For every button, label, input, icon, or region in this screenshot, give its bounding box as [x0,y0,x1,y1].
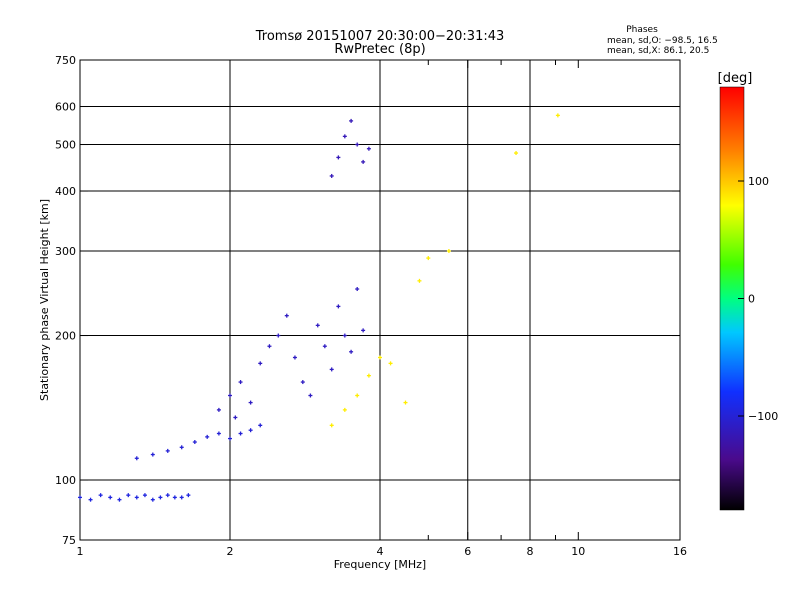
y-tick-label: 300 [55,245,76,258]
chart-subtitle: RwPretec (8p) [334,42,425,57]
x-axis-label: Frequency [MHz] [334,558,426,571]
y-axis-label: Stationary phase Virtual Height [km] [38,199,51,401]
y-tick-label: 750 [55,54,76,67]
x-tick-label: 10 [571,545,585,558]
series-1 [134,423,263,461]
colorbar-tick-label: 100 [748,175,769,188]
chart-title: Tromsø 20151007 20:30:00−20:31:43 [255,29,505,44]
series-2 [216,287,366,420]
x-tick-label: 16 [673,545,687,558]
y-tick-label: 100 [55,474,76,487]
x-tick-label: 8 [527,545,534,558]
phase-info-heading: Phases [626,25,658,35]
colorbar-label: [deg] [718,71,753,86]
series-3 [329,113,560,428]
series-4 [329,118,371,178]
y-tick-label: 75 [62,534,76,547]
x-tick-label: 1 [77,545,84,558]
colorbar-tick-label: −100 [748,410,778,423]
phase-info-o-line: mean, sd,O: −98.5, 16.5 [607,36,718,46]
phase-info-x-line: mean, sd,X: 86.1, 20.5 [607,46,709,56]
y-tick-label: 200 [55,330,76,343]
data-points [78,113,560,502]
y-tick-label: 500 [55,139,76,152]
series-0 [78,493,191,502]
x-tick-label: 2 [227,545,234,558]
y-tick-label: 400 [55,185,76,198]
x-tick-label: 4 [377,545,384,558]
y-tick-label: 600 [55,101,76,114]
grid-lines [80,60,680,540]
colorbar-tick-label: 0 [748,293,755,306]
x-tick-label: 6 [464,545,471,558]
colorbar-ticks: 100 0 −100 [738,175,778,423]
axes: 1 2 4 6 8 10 16 75 100 200 300 400 500 600 750 [55,54,687,558]
